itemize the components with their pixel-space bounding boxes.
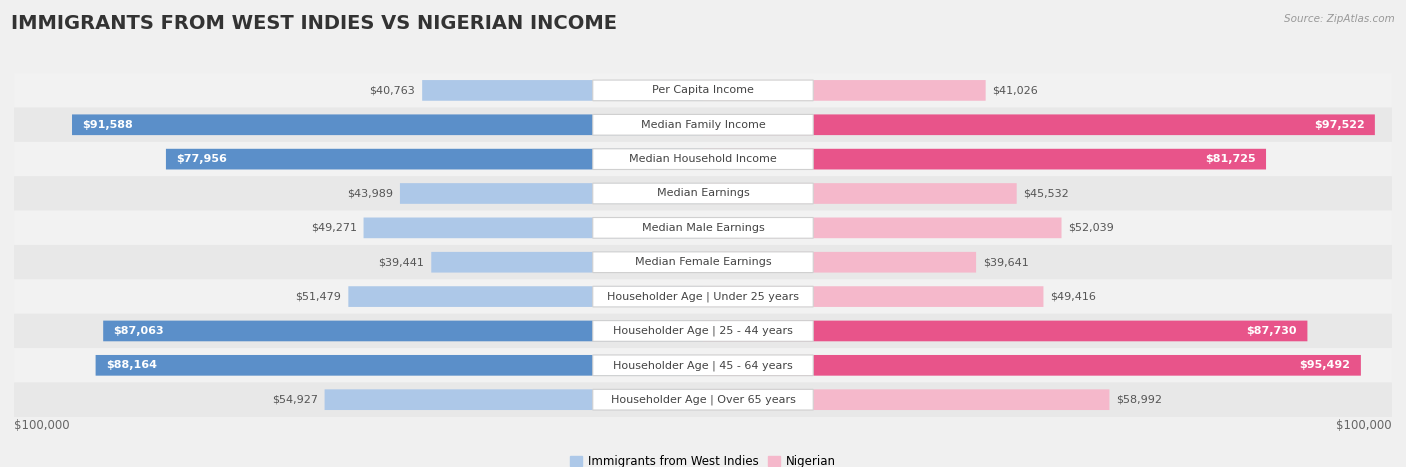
FancyBboxPatch shape: [96, 355, 703, 375]
Text: Source: ZipAtlas.com: Source: ZipAtlas.com: [1284, 14, 1395, 24]
FancyBboxPatch shape: [72, 114, 703, 135]
Legend: Immigrants from West Indies, Nigerian: Immigrants from West Indies, Nigerian: [565, 450, 841, 467]
Text: Householder Age | Under 25 years: Householder Age | Under 25 years: [607, 291, 799, 302]
FancyBboxPatch shape: [14, 348, 1392, 382]
FancyBboxPatch shape: [703, 114, 1375, 135]
FancyBboxPatch shape: [14, 314, 1392, 348]
Text: $39,441: $39,441: [378, 257, 425, 267]
Text: $87,730: $87,730: [1247, 326, 1298, 336]
FancyBboxPatch shape: [593, 218, 813, 238]
FancyBboxPatch shape: [14, 107, 1392, 142]
FancyBboxPatch shape: [14, 279, 1392, 314]
FancyBboxPatch shape: [14, 211, 1392, 245]
Text: Median Household Income: Median Household Income: [628, 154, 778, 164]
FancyBboxPatch shape: [703, 321, 1308, 341]
Text: Median Earnings: Median Earnings: [657, 189, 749, 198]
FancyBboxPatch shape: [364, 218, 703, 238]
FancyBboxPatch shape: [325, 389, 703, 410]
FancyBboxPatch shape: [703, 149, 1265, 170]
Text: Per Capita Income: Per Capita Income: [652, 85, 754, 95]
Text: $88,164: $88,164: [105, 361, 157, 370]
Text: $40,763: $40,763: [370, 85, 415, 95]
Text: $97,522: $97,522: [1313, 120, 1365, 130]
Text: Median Female Earnings: Median Female Earnings: [634, 257, 772, 267]
FancyBboxPatch shape: [399, 183, 703, 204]
FancyBboxPatch shape: [593, 252, 813, 273]
FancyBboxPatch shape: [593, 355, 813, 375]
FancyBboxPatch shape: [703, 252, 976, 273]
Text: $54,927: $54,927: [271, 395, 318, 405]
FancyBboxPatch shape: [593, 149, 813, 170]
Text: $49,271: $49,271: [311, 223, 357, 233]
Text: $77,956: $77,956: [176, 154, 228, 164]
FancyBboxPatch shape: [14, 382, 1392, 417]
FancyBboxPatch shape: [703, 183, 1017, 204]
Text: $51,479: $51,479: [295, 291, 342, 302]
Text: $81,725: $81,725: [1205, 154, 1256, 164]
Text: $41,026: $41,026: [993, 85, 1038, 95]
Text: $52,039: $52,039: [1069, 223, 1114, 233]
Text: $58,992: $58,992: [1116, 395, 1163, 405]
Text: $39,641: $39,641: [983, 257, 1029, 267]
FancyBboxPatch shape: [593, 183, 813, 204]
Text: $43,989: $43,989: [347, 189, 394, 198]
Text: $91,588: $91,588: [83, 120, 134, 130]
Text: $100,000: $100,000: [1336, 418, 1392, 432]
FancyBboxPatch shape: [593, 80, 813, 101]
FancyBboxPatch shape: [593, 389, 813, 410]
FancyBboxPatch shape: [14, 142, 1392, 177]
Text: $100,000: $100,000: [14, 418, 70, 432]
FancyBboxPatch shape: [703, 355, 1361, 375]
FancyBboxPatch shape: [703, 80, 986, 101]
FancyBboxPatch shape: [14, 245, 1392, 279]
Text: Householder Age | 45 - 64 years: Householder Age | 45 - 64 years: [613, 360, 793, 371]
FancyBboxPatch shape: [593, 286, 813, 307]
FancyBboxPatch shape: [14, 73, 1392, 108]
FancyBboxPatch shape: [103, 321, 703, 341]
FancyBboxPatch shape: [593, 321, 813, 341]
FancyBboxPatch shape: [422, 80, 703, 101]
FancyBboxPatch shape: [432, 252, 703, 273]
Text: Median Family Income: Median Family Income: [641, 120, 765, 130]
Text: $87,063: $87,063: [114, 326, 165, 336]
Text: Median Male Earnings: Median Male Earnings: [641, 223, 765, 233]
FancyBboxPatch shape: [703, 389, 1109, 410]
FancyBboxPatch shape: [703, 286, 1043, 307]
Text: $49,416: $49,416: [1050, 291, 1097, 302]
Text: $95,492: $95,492: [1299, 361, 1351, 370]
FancyBboxPatch shape: [166, 149, 703, 170]
Text: Householder Age | Over 65 years: Householder Age | Over 65 years: [610, 395, 796, 405]
FancyBboxPatch shape: [703, 218, 1062, 238]
FancyBboxPatch shape: [593, 114, 813, 135]
Text: $45,532: $45,532: [1024, 189, 1070, 198]
FancyBboxPatch shape: [14, 176, 1392, 211]
Text: IMMIGRANTS FROM WEST INDIES VS NIGERIAN INCOME: IMMIGRANTS FROM WEST INDIES VS NIGERIAN …: [11, 14, 617, 33]
FancyBboxPatch shape: [349, 286, 703, 307]
Text: Householder Age | 25 - 44 years: Householder Age | 25 - 44 years: [613, 325, 793, 336]
